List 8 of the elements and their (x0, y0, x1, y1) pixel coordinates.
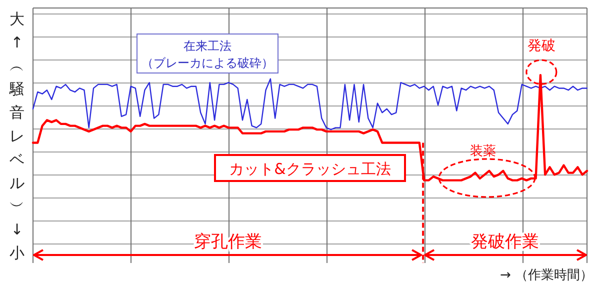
x-axis-title: → （作業時間） (500, 268, 594, 283)
annotation: 装薬 (470, 144, 496, 159)
text: 大↑︵騒音レベル︶↓小 (10, 10, 24, 262)
series-label-box: カット&クラッシュ工法 (214, 154, 406, 182)
text: 発破 (527, 38, 556, 54)
series-label-box: 在来工法（ブレーカによる破砕） (136, 34, 278, 74)
series-label: 在来工法（ブレーカによる破砕） (142, 39, 274, 70)
series-label: カット&クラッシュ工法 (229, 160, 391, 178)
